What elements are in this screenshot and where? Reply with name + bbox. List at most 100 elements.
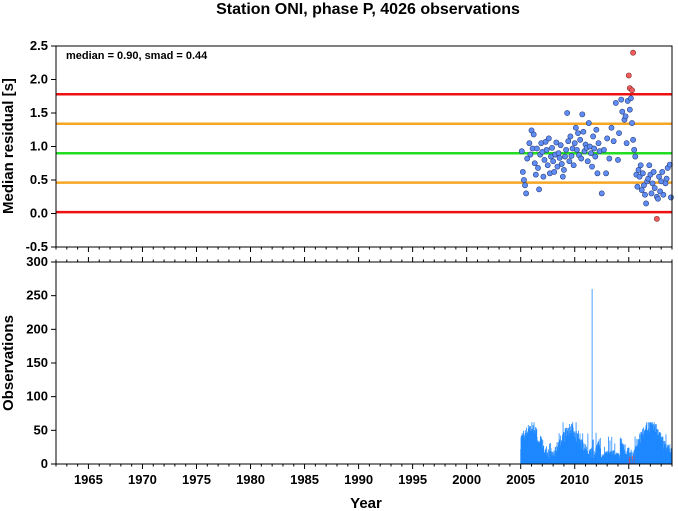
residual-point xyxy=(564,110,571,116)
residual-point xyxy=(616,130,622,136)
residual-point xyxy=(579,111,586,118)
residual-point xyxy=(632,153,639,160)
outlier-point xyxy=(653,215,660,222)
x-tick-label: 1995 xyxy=(398,472,427,487)
residual-point xyxy=(570,162,577,169)
residual-point xyxy=(601,146,607,153)
residual-point xyxy=(592,153,599,160)
y-tick-label: 150 xyxy=(26,355,48,370)
residual-point xyxy=(571,140,578,147)
residual-point xyxy=(580,128,587,135)
residual-point xyxy=(651,185,658,191)
x-axis-label: Year xyxy=(350,495,382,511)
residual-point xyxy=(550,158,557,165)
residual-point xyxy=(523,190,530,197)
residual-point xyxy=(594,170,601,177)
residual-point xyxy=(588,150,594,157)
residual-point xyxy=(566,158,573,165)
outlier-point xyxy=(629,87,635,94)
residual-point xyxy=(562,153,568,160)
x-tick-label: 1975 xyxy=(182,472,211,487)
residual-point xyxy=(641,182,647,189)
residual-point xyxy=(554,163,561,170)
residual-point xyxy=(544,162,551,169)
y-tick-label: 2.5 xyxy=(30,38,48,53)
residual-point xyxy=(572,124,579,131)
y-tick-label: 300 xyxy=(26,254,48,269)
residual-point xyxy=(575,130,581,136)
residual-point xyxy=(643,200,649,207)
residual-point xyxy=(659,169,666,175)
residual-point xyxy=(595,140,602,147)
x-tick-label: 1990 xyxy=(344,472,373,487)
residual-point xyxy=(615,156,621,163)
outlier-point xyxy=(630,49,636,56)
x-tick-label: 2015 xyxy=(614,472,643,487)
x-tick-label: 2000 xyxy=(452,472,481,487)
x-tick-label: 1965 xyxy=(74,472,103,487)
residual-point xyxy=(619,108,626,115)
residual-point xyxy=(642,191,648,198)
y-tick-label: 2.0 xyxy=(30,72,48,87)
residual-point xyxy=(553,139,560,146)
residual-point xyxy=(518,148,525,155)
residual-point xyxy=(650,169,657,175)
residual-point xyxy=(655,195,661,202)
residual-point xyxy=(598,190,605,197)
y-tick-label: -0.5 xyxy=(26,239,48,254)
residual-point xyxy=(545,135,552,142)
residual-point xyxy=(559,173,566,180)
residual-point xyxy=(660,191,667,198)
residual-point xyxy=(668,194,674,201)
residual-point xyxy=(603,170,609,177)
residual-point xyxy=(540,173,547,180)
y-tick-label: 200 xyxy=(26,321,48,336)
residual-point xyxy=(555,150,562,157)
residual-point xyxy=(527,151,534,158)
residual-point xyxy=(565,138,572,145)
observations-panel: 0 50 100 150 200 250 300 1965 1970 1975 1980 1985 1… xyxy=(0,254,673,487)
residual-point xyxy=(573,146,580,153)
residual-point xyxy=(593,126,600,133)
residual-point xyxy=(626,106,633,113)
residual-point xyxy=(590,133,597,140)
x-tick-label: 1985 xyxy=(290,472,319,487)
residual-point xyxy=(526,140,533,147)
residual-point xyxy=(630,136,636,143)
y-tick-label: 100 xyxy=(26,389,48,404)
residual-point xyxy=(646,162,653,169)
residual-point xyxy=(604,135,611,142)
residual-point xyxy=(549,144,555,151)
residual-point xyxy=(662,180,669,187)
residual-point xyxy=(638,187,645,193)
residual-point xyxy=(557,142,564,149)
residual-point xyxy=(568,152,575,159)
residual-panel-frame xyxy=(55,45,673,248)
residual-point xyxy=(656,173,662,180)
residual-point xyxy=(567,133,574,140)
residual-point xyxy=(606,155,613,162)
residual-point xyxy=(585,120,592,126)
residual-point xyxy=(530,131,537,138)
observations-panel-frame xyxy=(55,261,673,465)
residual-point xyxy=(563,146,569,153)
y-tick-label: 1.5 xyxy=(30,105,48,120)
chart-title: Station ONI, phase P, 4026 observations xyxy=(216,1,520,18)
residual-point xyxy=(618,96,625,103)
residual-point xyxy=(648,190,655,197)
residual-point xyxy=(551,169,558,175)
y-tick-label: 250 xyxy=(26,288,48,303)
residual-point xyxy=(629,120,635,126)
residual-point xyxy=(543,146,550,153)
residual-point xyxy=(556,154,563,161)
stats-annotation: median = 0.90, smad = 0.44 xyxy=(66,50,208,62)
residual-point xyxy=(637,162,644,169)
residual-point xyxy=(634,183,641,190)
residual-point xyxy=(577,136,584,143)
residual-point xyxy=(524,155,531,162)
residual-point xyxy=(519,169,526,175)
residual-point xyxy=(578,155,585,162)
residual-point xyxy=(561,167,567,173)
residual-point xyxy=(631,146,638,153)
